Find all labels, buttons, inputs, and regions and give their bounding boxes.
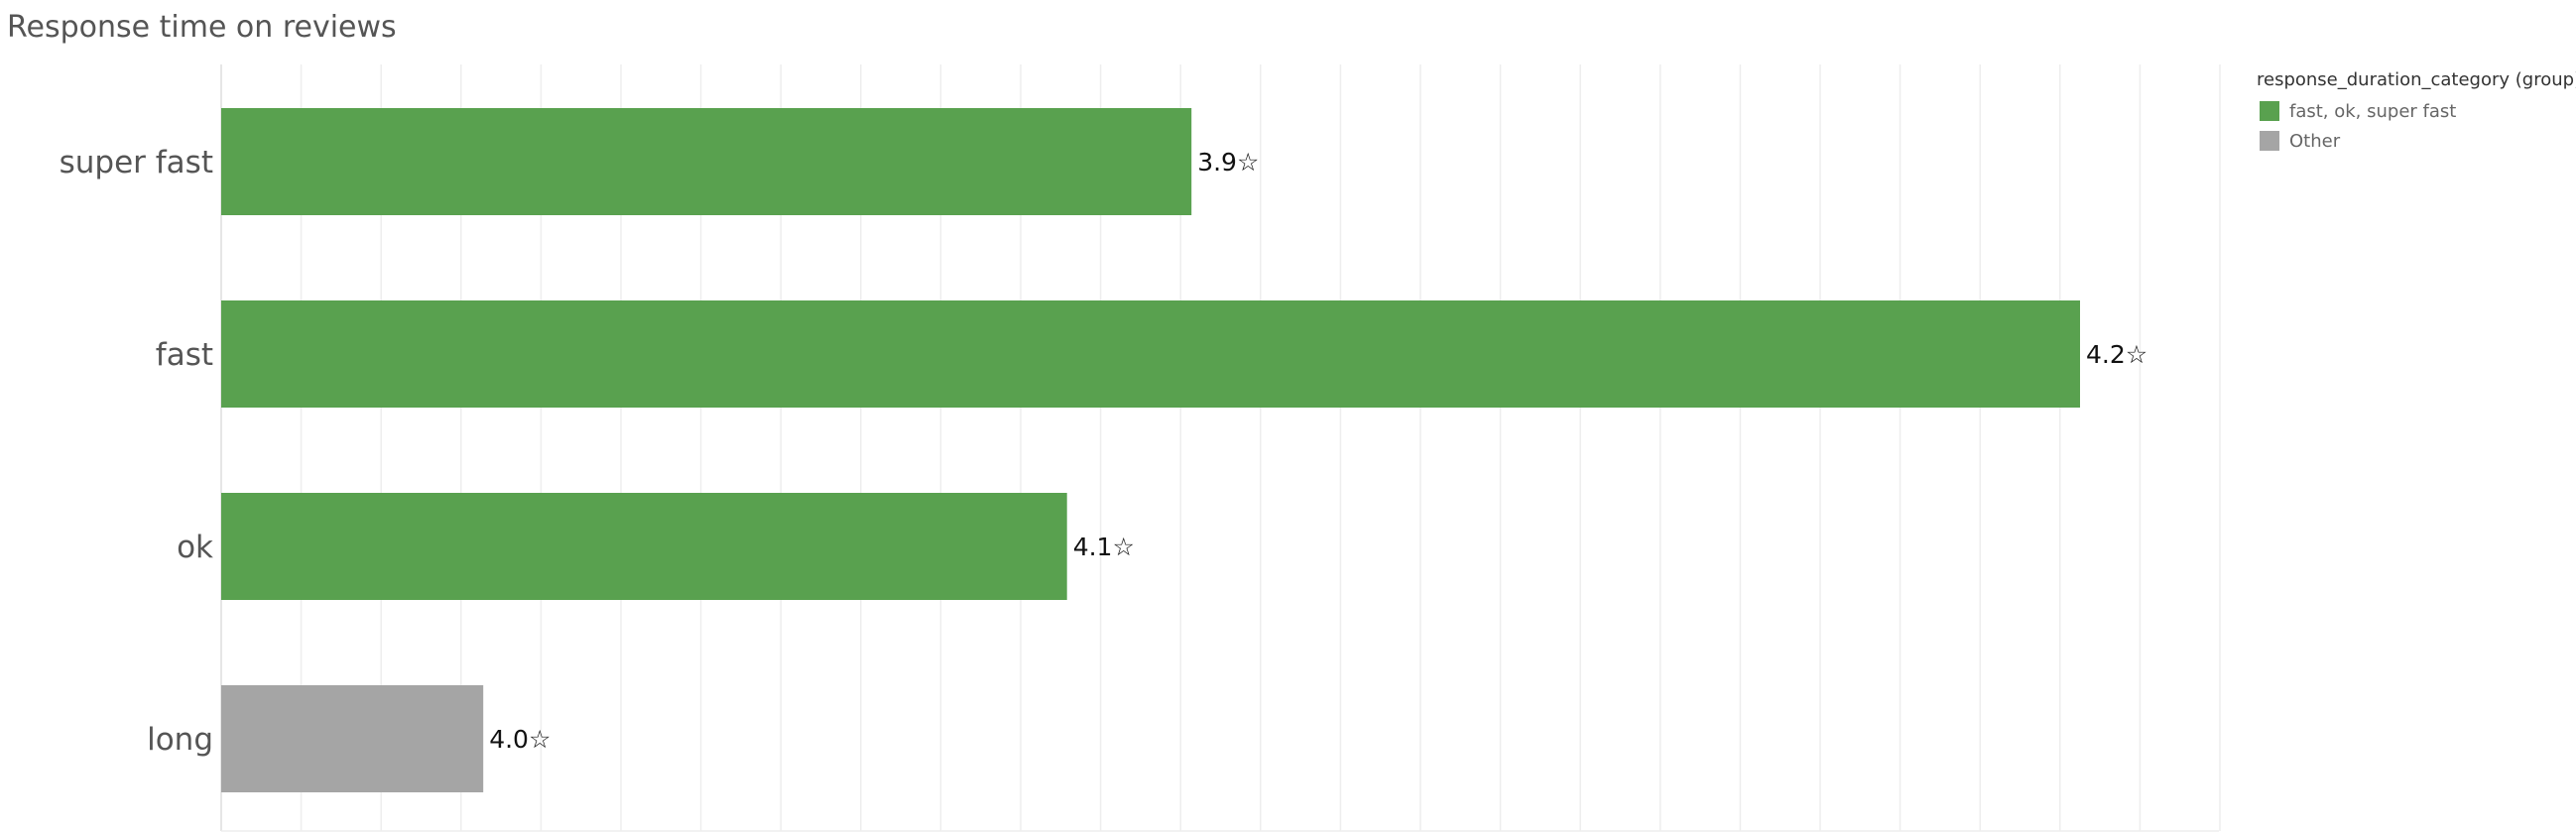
data-label: 4.2☆: [2086, 340, 2147, 369]
bar-ok[interactable]: [221, 493, 1067, 600]
legend-swatch-other: [2260, 131, 2279, 151]
legend-title: response_duration_category (group): [2257, 69, 2576, 90]
legend-item-green[interactable]: fast, ok, super fast: [2257, 96, 2576, 126]
legend-label: Other: [2289, 130, 2341, 152]
category-label: fast: [156, 337, 213, 373]
bar-super-fast[interactable]: [221, 108, 1192, 215]
category-label: long: [147, 722, 213, 758]
legend: response_duration_category (group) fast,…: [2257, 69, 2576, 156]
category-label: super fast: [60, 145, 213, 180]
data-label: 3.9☆: [1197, 148, 1259, 177]
legend-label: fast, ok, super fast: [2289, 100, 2457, 122]
data-label: 4.1☆: [1073, 533, 1135, 561]
bar-fast[interactable]: [221, 300, 2080, 408]
bars-group: [221, 108, 2080, 792]
labels-group: super fast 3.9☆ fast 4.2☆ ok 4.1☆ long 4.0☆: [60, 145, 2148, 758]
data-label: 4.0☆: [489, 725, 551, 754]
legend-item-other[interactable]: Other: [2257, 126, 2576, 156]
bar-long[interactable]: [221, 685, 484, 792]
chart-title: Response time on reviews: [7, 10, 397, 45]
legend-swatch-green: [2260, 101, 2279, 121]
category-label: ok: [177, 530, 213, 565]
